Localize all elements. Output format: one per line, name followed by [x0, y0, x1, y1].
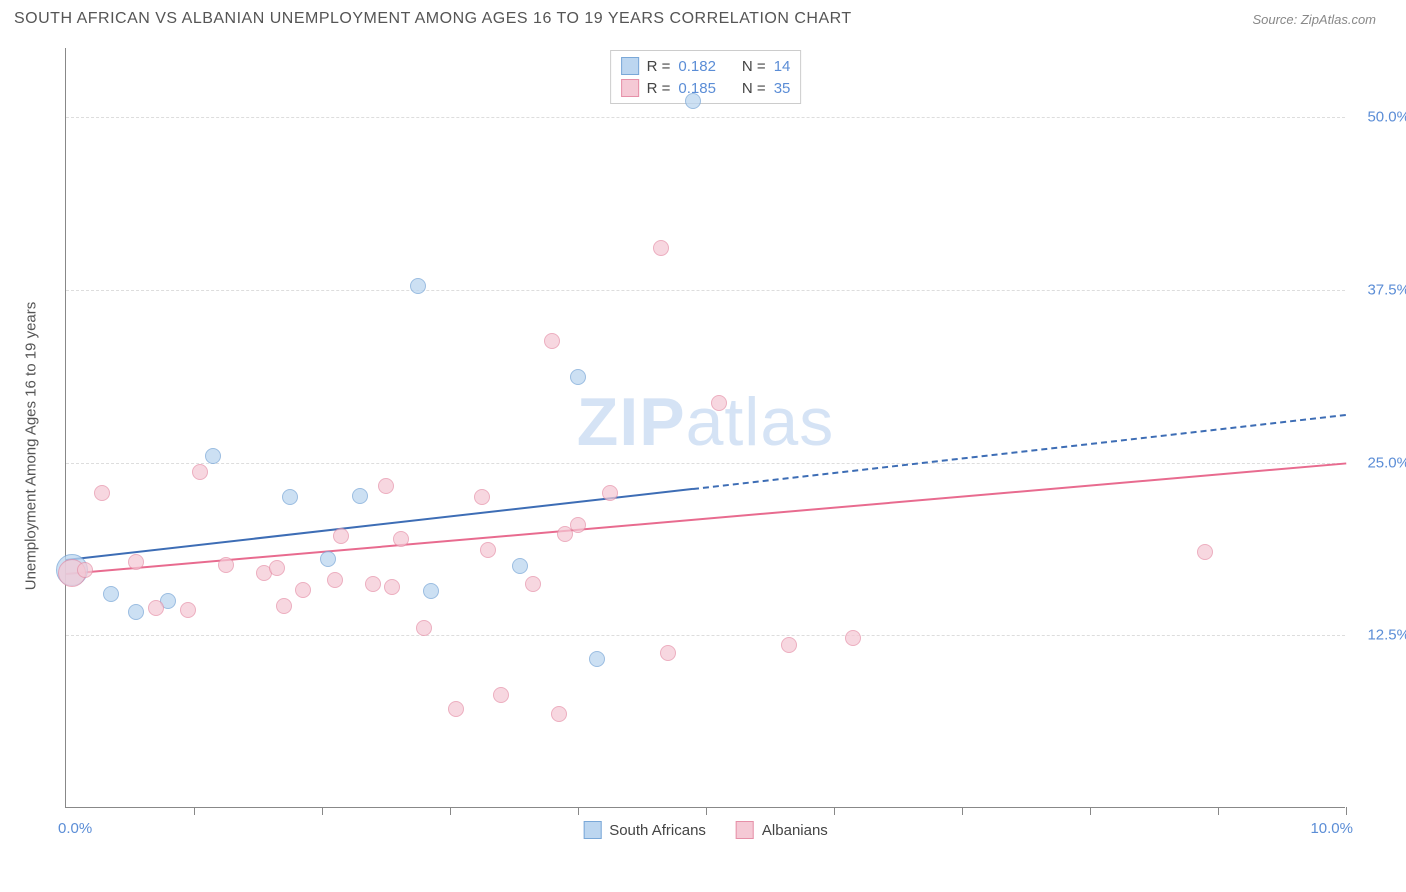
legend-n-label: N =: [742, 58, 766, 75]
x-tick: [194, 807, 195, 815]
legend-n-label: N =: [742, 80, 766, 97]
data-point: [781, 637, 797, 653]
data-point: [480, 542, 496, 558]
data-point: [77, 562, 93, 578]
trend-line: [693, 414, 1346, 490]
y-tick-label: 12.5%: [1367, 627, 1406, 644]
series-legend-item: Albanians: [736, 821, 828, 839]
data-point: [276, 598, 292, 614]
data-point: [602, 485, 618, 501]
y-axis-label: Unemployment Among Ages 16 to 19 years: [23, 301, 40, 590]
data-point: [128, 604, 144, 620]
x-tick: [834, 807, 835, 815]
watermark-rest: atlas: [686, 383, 835, 459]
legend-swatch: [621, 57, 639, 75]
data-point: [352, 488, 368, 504]
data-point: [570, 369, 586, 385]
x-tick: [322, 807, 323, 815]
series-legend-label: South Africans: [609, 822, 706, 839]
data-point: [365, 576, 381, 592]
series-legend-label: Albanians: [762, 822, 828, 839]
data-point: [474, 489, 490, 505]
data-point: [416, 620, 432, 636]
trend-line: [66, 463, 1346, 576]
watermark: ZIPatlas: [577, 382, 834, 460]
data-point: [218, 557, 234, 573]
data-point: [384, 579, 400, 595]
y-tick-label: 37.5%: [1367, 281, 1406, 298]
data-point: [94, 485, 110, 501]
y-tick-label: 25.0%: [1367, 454, 1406, 471]
data-point: [205, 448, 221, 464]
legend-n-value: 14: [774, 58, 791, 75]
legend-r-label: R =: [647, 58, 671, 75]
data-point: [512, 558, 528, 574]
chart-source: Source: ZipAtlas.com: [1252, 12, 1376, 27]
data-point: [544, 333, 560, 349]
trend-line: [66, 488, 693, 561]
data-point: [378, 478, 394, 494]
series-legend: South Africans Albanians: [583, 821, 828, 839]
chart-header: SOUTH AFRICAN VS ALBANIAN UNEMPLOYMENT A…: [0, 0, 1406, 34]
data-point: [320, 551, 336, 567]
data-point: [282, 489, 298, 505]
y-tick-label: 50.0%: [1367, 109, 1406, 126]
data-point: [269, 560, 285, 576]
x-tick: [1218, 807, 1219, 815]
legend-swatch: [583, 821, 601, 839]
data-point: [448, 701, 464, 717]
x-tick: [450, 807, 451, 815]
legend-n-value: 35: [774, 80, 791, 97]
legend-row: R = 0.182 N = 14: [621, 55, 791, 77]
gridline: [66, 117, 1345, 118]
data-point: [148, 600, 164, 616]
gridline: [66, 290, 1345, 291]
x-tick: [962, 807, 963, 815]
x-axis-min-label: 0.0%: [58, 820, 92, 837]
data-point: [423, 583, 439, 599]
data-point: [192, 464, 208, 480]
legend-swatch: [736, 821, 754, 839]
data-point: [128, 554, 144, 570]
data-point: [525, 576, 541, 592]
series-legend-item: South Africans: [583, 821, 706, 839]
data-point: [685, 93, 701, 109]
x-tick: [706, 807, 707, 815]
chart-title: SOUTH AFRICAN VS ALBANIAN UNEMPLOYMENT A…: [14, 10, 852, 28]
x-axis-max-label: 10.0%: [1310, 820, 1353, 837]
data-point: [103, 586, 119, 602]
data-point: [327, 572, 343, 588]
data-point: [393, 531, 409, 547]
gridline: [66, 635, 1345, 636]
data-point: [845, 630, 861, 646]
plot-area: ZIPatlas R =0.182N =14R =0.185N =35 Sout…: [65, 48, 1345, 808]
legend-r-label: R =: [647, 80, 671, 97]
data-point: [1197, 544, 1213, 560]
data-point: [180, 602, 196, 618]
correlation-legend: R =0.182N =14R =0.185N =35: [610, 50, 802, 104]
watermark-bold: ZIP: [577, 383, 686, 459]
data-point: [493, 687, 509, 703]
data-point: [653, 240, 669, 256]
legend-row: R =0.185N =35: [621, 77, 791, 99]
x-tick: [1090, 807, 1091, 815]
legend-swatch: [621, 79, 639, 97]
legend-r-value: 0.182: [678, 58, 716, 75]
data-point: [589, 651, 605, 667]
data-point: [551, 706, 567, 722]
gridline: [66, 463, 1345, 464]
data-point: [333, 528, 349, 544]
data-point: [295, 582, 311, 598]
data-point: [660, 645, 676, 661]
x-tick: [1346, 807, 1347, 815]
data-point: [711, 395, 727, 411]
chart-container: Unemployment Among Ages 16 to 19 years Z…: [45, 48, 1385, 843]
data-point: [410, 278, 426, 294]
x-tick: [578, 807, 579, 815]
data-point: [570, 517, 586, 533]
